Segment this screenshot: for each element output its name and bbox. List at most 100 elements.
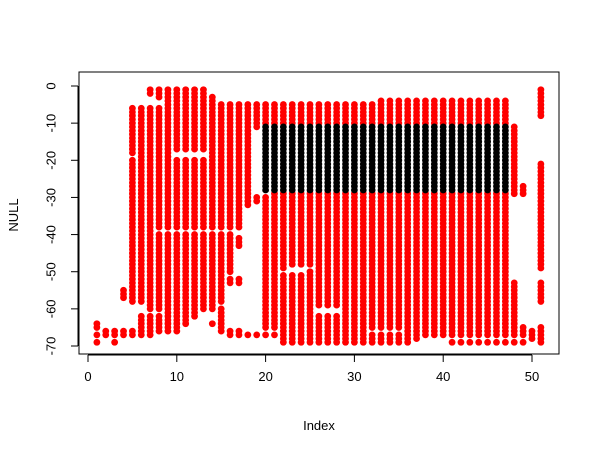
x-tick-label: 30 xyxy=(347,369,361,384)
data-point-red xyxy=(155,327,163,335)
x-tick-label: 0 xyxy=(84,369,91,384)
data-point-black xyxy=(297,186,305,194)
data-point-red xyxy=(226,279,234,287)
data-point-red xyxy=(217,223,225,231)
y-tick-label: -70 xyxy=(43,337,58,356)
data-point-black xyxy=(271,186,278,194)
data-point-black xyxy=(359,186,367,194)
data-point-black xyxy=(386,186,394,194)
data-point-red xyxy=(271,331,278,339)
data-point-red xyxy=(288,260,296,268)
data-point-red xyxy=(484,338,491,346)
data-point-red xyxy=(226,223,234,231)
data-point-red xyxy=(519,331,527,339)
data-point-red xyxy=(342,338,349,346)
x-axis: 0 10 20 30 40 50 xyxy=(84,354,539,384)
y-axis-label: NULL xyxy=(6,198,21,231)
data-point-red xyxy=(395,338,403,346)
data-point-red xyxy=(208,320,216,328)
data-point-red xyxy=(297,338,305,346)
data-point-red xyxy=(93,331,101,339)
data-point-black xyxy=(413,186,420,194)
data-point-red xyxy=(386,324,394,331)
data-point-red xyxy=(315,301,323,309)
data-point-black xyxy=(493,186,500,194)
data-point-red xyxy=(466,331,474,339)
data-point-red xyxy=(235,242,243,250)
data-point-red xyxy=(173,145,181,153)
data-point-red xyxy=(493,331,500,339)
data-point-red xyxy=(208,223,216,231)
data-point-red xyxy=(173,327,181,335)
x-tick-label: 40 xyxy=(436,369,450,384)
data-point-red xyxy=(395,324,403,331)
data-point-red xyxy=(182,320,190,328)
data-point-red xyxy=(368,324,376,331)
x-tick-label: 20 xyxy=(258,369,272,384)
data-point-red xyxy=(528,335,536,342)
data-point-red xyxy=(111,338,119,346)
data-point-red xyxy=(93,338,101,346)
data-point-red xyxy=(475,338,483,346)
data-point-red xyxy=(208,305,216,313)
data-point-red xyxy=(155,93,163,101)
data-point-black xyxy=(368,186,376,194)
data-point-red xyxy=(279,338,287,346)
data-point-red xyxy=(93,324,101,331)
data-point-red xyxy=(191,223,198,231)
data-point-black xyxy=(457,186,465,194)
data-point-black xyxy=(484,186,491,194)
data-point-red xyxy=(537,112,545,120)
data-point-red xyxy=(519,338,527,346)
data-point-red xyxy=(182,145,190,153)
data-point-red xyxy=(475,331,483,339)
data-point-red xyxy=(253,331,261,339)
data-point-black xyxy=(351,186,358,194)
y-axis: 0 -10 -20 -30 -40 -50 -60 -70 xyxy=(43,82,79,356)
data-point-red xyxy=(537,264,545,272)
data-point-red xyxy=(306,260,314,268)
data-point-red xyxy=(155,223,163,231)
data-point-black xyxy=(395,186,403,194)
data-point-red xyxy=(226,331,234,339)
data-point-black xyxy=(315,186,323,194)
data-point-red xyxy=(413,335,420,342)
data-point-red xyxy=(501,338,509,346)
data-point-red xyxy=(519,190,527,198)
data-point-red xyxy=(164,223,172,231)
data-point-red xyxy=(191,312,198,320)
data-point-red xyxy=(510,338,518,346)
data-point-black xyxy=(306,186,314,194)
data-point-red xyxy=(368,338,376,346)
plot-points xyxy=(93,86,545,346)
data-point-black xyxy=(501,186,509,194)
data-point-red xyxy=(351,338,358,346)
plot-frame xyxy=(78,71,560,355)
data-point-red xyxy=(102,331,110,339)
data-point-red xyxy=(235,279,243,287)
y-tick-label: -30 xyxy=(43,188,58,207)
data-point-black xyxy=(439,186,447,194)
data-point-red xyxy=(137,298,145,305)
data-point-red xyxy=(173,223,181,231)
data-point-red xyxy=(315,338,323,346)
data-point-red xyxy=(537,338,545,346)
data-point-red xyxy=(155,305,163,313)
data-point-red xyxy=(253,197,261,205)
data-point-black xyxy=(422,186,429,194)
data-point-black xyxy=(377,186,385,194)
data-point-red xyxy=(324,301,332,309)
data-point-red xyxy=(129,298,136,305)
data-point-red xyxy=(404,338,412,346)
data-point-red xyxy=(191,145,198,153)
data-point-red xyxy=(253,123,261,131)
data-point-red xyxy=(235,223,243,231)
data-point-red xyxy=(422,331,429,339)
y-tick-label: -10 xyxy=(43,114,58,133)
data-point-black xyxy=(342,186,349,194)
data-point-red xyxy=(217,298,225,305)
data-point-red xyxy=(501,331,509,339)
data-point-red xyxy=(510,190,518,198)
data-point-black xyxy=(430,186,438,194)
